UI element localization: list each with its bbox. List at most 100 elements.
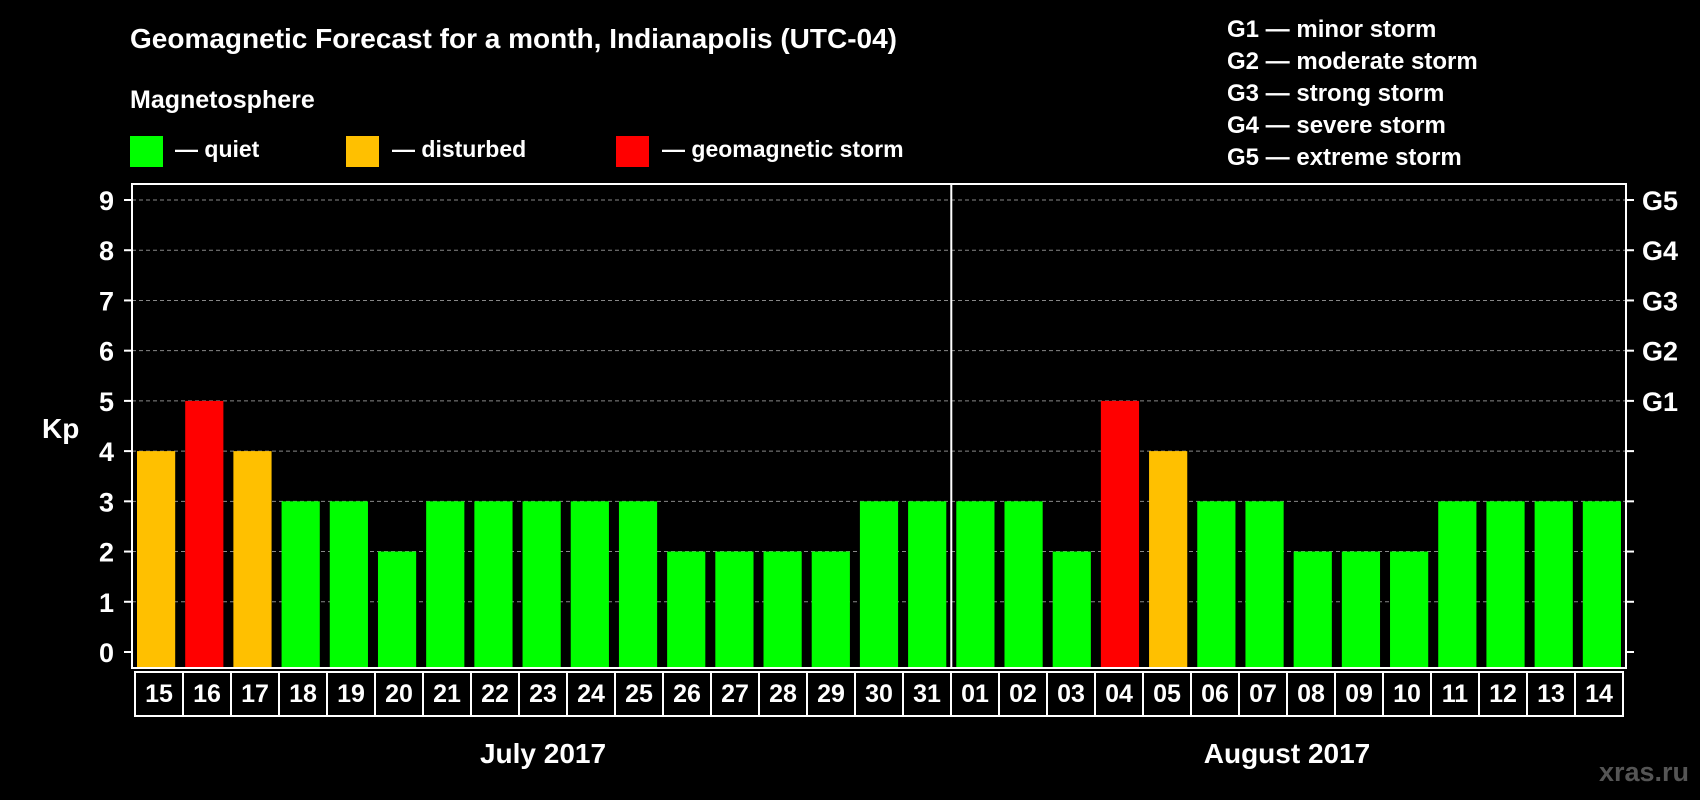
y-axis-label: Kp — [42, 413, 79, 444]
right-axis-label: G2 — [1642, 337, 1678, 367]
bar — [1293, 551, 1332, 668]
storm-scale-g5: G5 — extreme storm — [1227, 144, 1462, 171]
x-tick-label: 24 — [577, 680, 605, 708]
x-tick-label: 26 — [673, 680, 701, 708]
x-tick-label: 18 — [289, 680, 317, 708]
bar — [233, 451, 272, 668]
legend-swatch-storm — [616, 136, 649, 167]
x-tick-label: 11 — [1442, 680, 1469, 708]
legend-swatch-disturbed — [346, 136, 379, 167]
bar — [1390, 551, 1429, 668]
bar — [1341, 551, 1381, 668]
bar — [859, 501, 899, 668]
x-tick-label: 25 — [625, 680, 653, 708]
y-tick-label: 2 — [99, 538, 114, 568]
plot-frame — [131, 183, 1627, 669]
x-tick-label: 01 — [961, 680, 989, 708]
x-tick-label: 10 — [1393, 680, 1421, 708]
bars — [137, 400, 1621, 668]
y-tick-label: 4 — [99, 437, 114, 467]
x-tick-label: 07 — [1249, 680, 1277, 708]
bar — [1486, 501, 1525, 668]
bar — [1438, 501, 1477, 668]
bar — [137, 451, 176, 668]
right-axis-label: G1 — [1642, 387, 1678, 417]
y-tick-label: 0 — [99, 638, 114, 668]
month-label: August 2017 — [1204, 738, 1371, 769]
x-tick-label: 29 — [817, 680, 845, 708]
x-tick-label: 08 — [1297, 680, 1325, 708]
storm-scale-g2: G2 — moderate storm — [1227, 48, 1478, 75]
bar — [377, 551, 417, 668]
bar — [715, 551, 754, 668]
x-axis-labels: 15 16 17 18 19 20 21 22 23 24 25 26 27 28 29 30 31 01 02 03… — [134, 671, 1624, 769]
x-tick-label: 28 — [769, 680, 797, 708]
bar — [1534, 501, 1573, 668]
x-tick-label: 16 — [193, 680, 221, 708]
x-tick-label: 22 — [481, 680, 509, 708]
bar — [1052, 551, 1091, 668]
bar — [1582, 501, 1621, 668]
bar — [474, 501, 513, 668]
y-tick-label: 8 — [99, 236, 114, 266]
bar — [956, 501, 995, 668]
x-tick-label: 03 — [1057, 680, 1085, 708]
right-axis-label: G5 — [1642, 186, 1678, 216]
x-tick-label: 21 — [433, 680, 461, 708]
x-tick-label: 19 — [337, 680, 365, 708]
legend-title: Magnetosphere — [130, 86, 315, 114]
y-tick-label: 6 — [99, 337, 114, 367]
x-tick-label: 30 — [865, 680, 893, 708]
bar — [1197, 501, 1236, 668]
x-tick-label: 02 — [1009, 680, 1037, 708]
x-tick-label: 14 — [1585, 680, 1613, 708]
x-tick-label: 27 — [721, 680, 749, 708]
bar — [329, 501, 368, 668]
y-tick-label: 3 — [99, 487, 114, 517]
x-label-box — [134, 671, 1624, 717]
bar — [618, 501, 658, 668]
x-tick-label: 20 — [385, 680, 413, 708]
bar — [1004, 501, 1043, 668]
bar — [811, 551, 850, 668]
x-tick-label: 04 — [1105, 680, 1133, 708]
bar — [570, 501, 609, 668]
y-tick-label: 1 — [99, 588, 114, 618]
legend: — quiet — disturbed — geomagnetic storm — [130, 136, 904, 167]
bar — [1149, 451, 1188, 668]
x-tick-label: 15 — [145, 680, 173, 708]
bar — [185, 400, 224, 668]
y-tick-label: 9 — [99, 186, 114, 216]
bar — [1100, 400, 1140, 668]
legend-label-disturbed: — disturbed — [392, 136, 526, 162]
y-tick-label: 7 — [99, 286, 114, 316]
legend-label-quiet: — quiet — [175, 136, 260, 162]
storm-scale-list: G1 — minor storm G2 — moderate storm G3 … — [1227, 16, 1478, 171]
x-tick-label: 09 — [1345, 680, 1373, 708]
bar — [281, 501, 320, 668]
x-tick-label: 13 — [1537, 680, 1565, 708]
y-tick-label: 5 — [99, 387, 114, 417]
x-tick-label: 12 — [1489, 680, 1517, 708]
chart-title: Geomagnetic Forecast for a month, Indian… — [130, 23, 897, 54]
x-tick-label: 05 — [1153, 680, 1181, 708]
storm-scale-g1: G1 — minor storm — [1227, 16, 1436, 43]
axes: 0 1 2 3 4 5 6 7 8 9 G1 G2 G3 G4 G5 — [99, 183, 1678, 669]
legend-label-storm: — geomagnetic storm — [662, 136, 904, 162]
month-label: July 2017 — [480, 738, 606, 769]
bar — [667, 551, 706, 668]
bar — [426, 501, 465, 668]
bar — [908, 501, 947, 668]
right-axis-label: G4 — [1642, 236, 1678, 266]
legend-swatch-quiet — [130, 136, 163, 167]
x-tick-label: 23 — [529, 680, 557, 708]
storm-scale-g3: G3 — strong storm — [1227, 80, 1444, 107]
watermark: xras.ru — [1599, 757, 1689, 787]
storm-scale-g4: G4 — severe storm — [1227, 112, 1446, 139]
bar — [763, 551, 802, 668]
bar — [1245, 501, 1284, 668]
x-tick-label: 17 — [241, 680, 269, 708]
x-tick-label: 31 — [913, 680, 941, 708]
right-axis-label: G3 — [1642, 286, 1678, 316]
